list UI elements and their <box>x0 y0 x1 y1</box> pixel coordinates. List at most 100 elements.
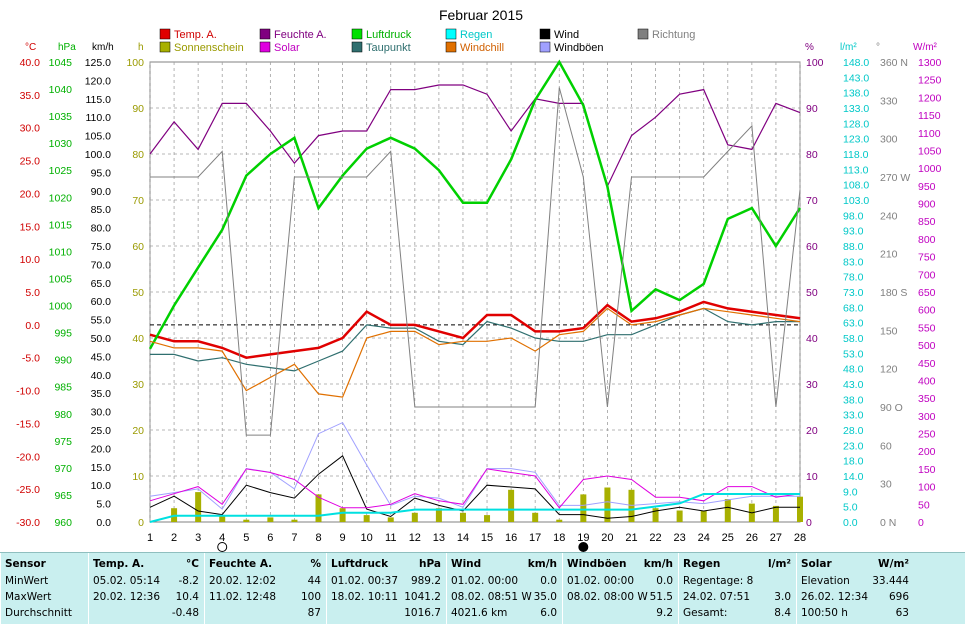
weather-chart: Februar 2015 Temp. A. Feuchte A. Luftdruck… <box>16 7 942 552</box>
axis-tick-rain: 138.0 <box>843 88 869 100</box>
stats-cell-label: Temp. A. <box>93 558 145 570</box>
stats-cell-value: 8.4 <box>774 607 791 619</box>
legend-label: Wind <box>554 29 579 41</box>
axis-tick-direction: 210 <box>880 249 898 261</box>
axis-tick-solar: 600 <box>918 305 936 317</box>
plot-area <box>148 59 803 523</box>
stats-cell-value: km/h <box>643 558 673 570</box>
axis-tick-solar: 900 <box>918 199 936 211</box>
axis-tick-solar: 850 <box>918 216 936 228</box>
axis-tick-pressure: 980 <box>54 409 72 421</box>
legend-swatch <box>539 28 551 40</box>
sunshine-bar <box>676 510 683 522</box>
axis-unit-direction: ° <box>876 42 880 53</box>
stats-cell-label: 11.02. 12:48 <box>209 591 276 603</box>
x-tick-label: 14 <box>457 532 469 544</box>
axis-tick-sun: 90 <box>132 103 144 115</box>
axis-tick-rain: 53.0 <box>843 348 864 360</box>
axis-tick-sun: 100 <box>126 57 144 69</box>
axis-tick-pressure: 1035 <box>49 111 73 123</box>
x-tick-label: 19 <box>577 532 589 544</box>
axis-tick-pressure: 1020 <box>49 192 73 204</box>
axis-tick-temp: 20.0 <box>20 188 41 200</box>
legend-swatch <box>539 41 551 53</box>
axis-tick-direction: 300 <box>880 134 898 146</box>
stats-cell-value: 9.2 <box>656 607 673 619</box>
axis-tick-direction: 90 O <box>880 402 903 414</box>
x-tick-label: 9 <box>340 532 346 544</box>
axis-tick-humidity: 70 <box>806 195 818 207</box>
x-tick-label: 27 <box>770 532 782 544</box>
legend-swatch <box>445 41 457 53</box>
x-axis: 1 2 3 4 5 6 7 8 9 10 11 12 13 14 15 16 17 18 19 20 21 22 23 24 2… <box>147 532 806 552</box>
axis-tick-pressure: 990 <box>54 355 72 367</box>
axis-tick-pressure: 1005 <box>49 273 73 285</box>
sunshine-bar <box>315 494 322 522</box>
legend-swatch <box>259 41 271 53</box>
axis-unit-pressure: hPa <box>58 42 76 53</box>
x-tick-label: 23 <box>674 532 686 544</box>
axis-tick-pressure: 995 <box>54 328 72 340</box>
stats-cell-label: 100:50 h <box>801 607 848 619</box>
axis-tick-humidity: 80 <box>806 149 818 161</box>
stats-cell-label: 05.02. 05:14 <box>93 575 160 587</box>
x-tick-label: 7 <box>291 532 297 544</box>
axis-tick-solar: 650 <box>918 287 936 299</box>
stats-cell-label: 01.02. 00:00 <box>451 575 518 587</box>
x-tick-label: 10 <box>361 532 373 544</box>
axis-tick-temp: 35.0 <box>20 90 41 102</box>
axis-tick-wind: 100.0 <box>85 149 111 161</box>
axis-tick-rain: 68.0 <box>843 302 864 314</box>
legend-label: Temp. A. <box>174 29 217 41</box>
stats-row-label-max: MaxWert <box>5 591 52 603</box>
axis-tick-solar: 450 <box>918 358 936 370</box>
axis-tick-solar: 800 <box>918 234 936 246</box>
chart-legend: Temp. A. Feuchte A. Luftdruck Regen Wind Rich… <box>159 28 695 54</box>
sunshine-bar <box>411 512 418 522</box>
stats-cell-label: Wind <box>451 558 482 570</box>
x-tick-label: 16 <box>505 532 517 544</box>
axis-tick-pressure: 1030 <box>49 138 73 150</box>
series-line-windchill <box>149 307 801 398</box>
axis-tick-rain: 14.0 <box>843 471 864 483</box>
statistics-panel: Sensor MinWert MaxWert Durchschnitt Temp… <box>0 552 965 624</box>
axis-tick-temp: -20.0 <box>16 451 40 463</box>
axis-tick-wind: 15.0 <box>91 462 112 474</box>
x-tick-label: 11 <box>385 532 396 544</box>
legend-label: Sonnenschein <box>174 42 244 54</box>
stats-cell-label: Elevation <box>801 575 850 587</box>
axis-tick-rain: 9.0 <box>843 486 858 498</box>
x-tick-label: 21 <box>625 532 637 544</box>
sunshine-bar <box>267 517 274 522</box>
sunshine-bar <box>604 487 611 522</box>
stats-cell-value: -8.2 <box>178 575 200 587</box>
chart-title: Februar 2015 <box>439 7 523 23</box>
axis-tick-pressure: 1045 <box>49 57 73 69</box>
axis-tick-sun: 70 <box>132 195 144 207</box>
stats-cell-value: % <box>310 558 321 570</box>
axis-tick-rain: 143.0 <box>843 72 869 84</box>
x-tick-label: 20 <box>601 532 613 544</box>
axis-tick-wind: 25.0 <box>91 425 112 437</box>
axis-tick-pressure: 965 <box>54 490 72 502</box>
stats-cell-label: Gesamt: <box>683 607 728 619</box>
stats-column-solar: Solar W/m² Elevation 33.444 26.02. 12:34 696 1… <box>796 553 915 624</box>
axis-tick-direction: 150 <box>880 325 898 337</box>
stats-cell-label: 18.02. 10:11 <box>331 591 398 603</box>
axis-tick-direction: 60 <box>880 440 892 452</box>
stats-column-luftdruck: Luftdruck hPa 01.02. 00:37 989.2 18.02. 10:1… <box>326 553 447 624</box>
axis-tick-rain: 118.0 <box>843 149 869 161</box>
sunshine-bar <box>291 519 298 522</box>
stats-cell-value: 100 <box>300 591 321 603</box>
legend-swatch <box>159 41 171 53</box>
sunshine-bar <box>435 508 442 522</box>
axis-tick-wind: 105.0 <box>85 131 111 143</box>
axis-tick-pressure: 1010 <box>49 246 73 258</box>
axis-tick-solar: 250 <box>918 429 936 441</box>
stats-cell-value: 33.444 <box>872 575 909 587</box>
legend-label: Taupunkt <box>366 42 411 54</box>
axis-tick-wind: 95.0 <box>91 167 112 179</box>
axis-tick-solar: 1300 <box>918 57 942 69</box>
sunshine-bar <box>652 508 659 522</box>
